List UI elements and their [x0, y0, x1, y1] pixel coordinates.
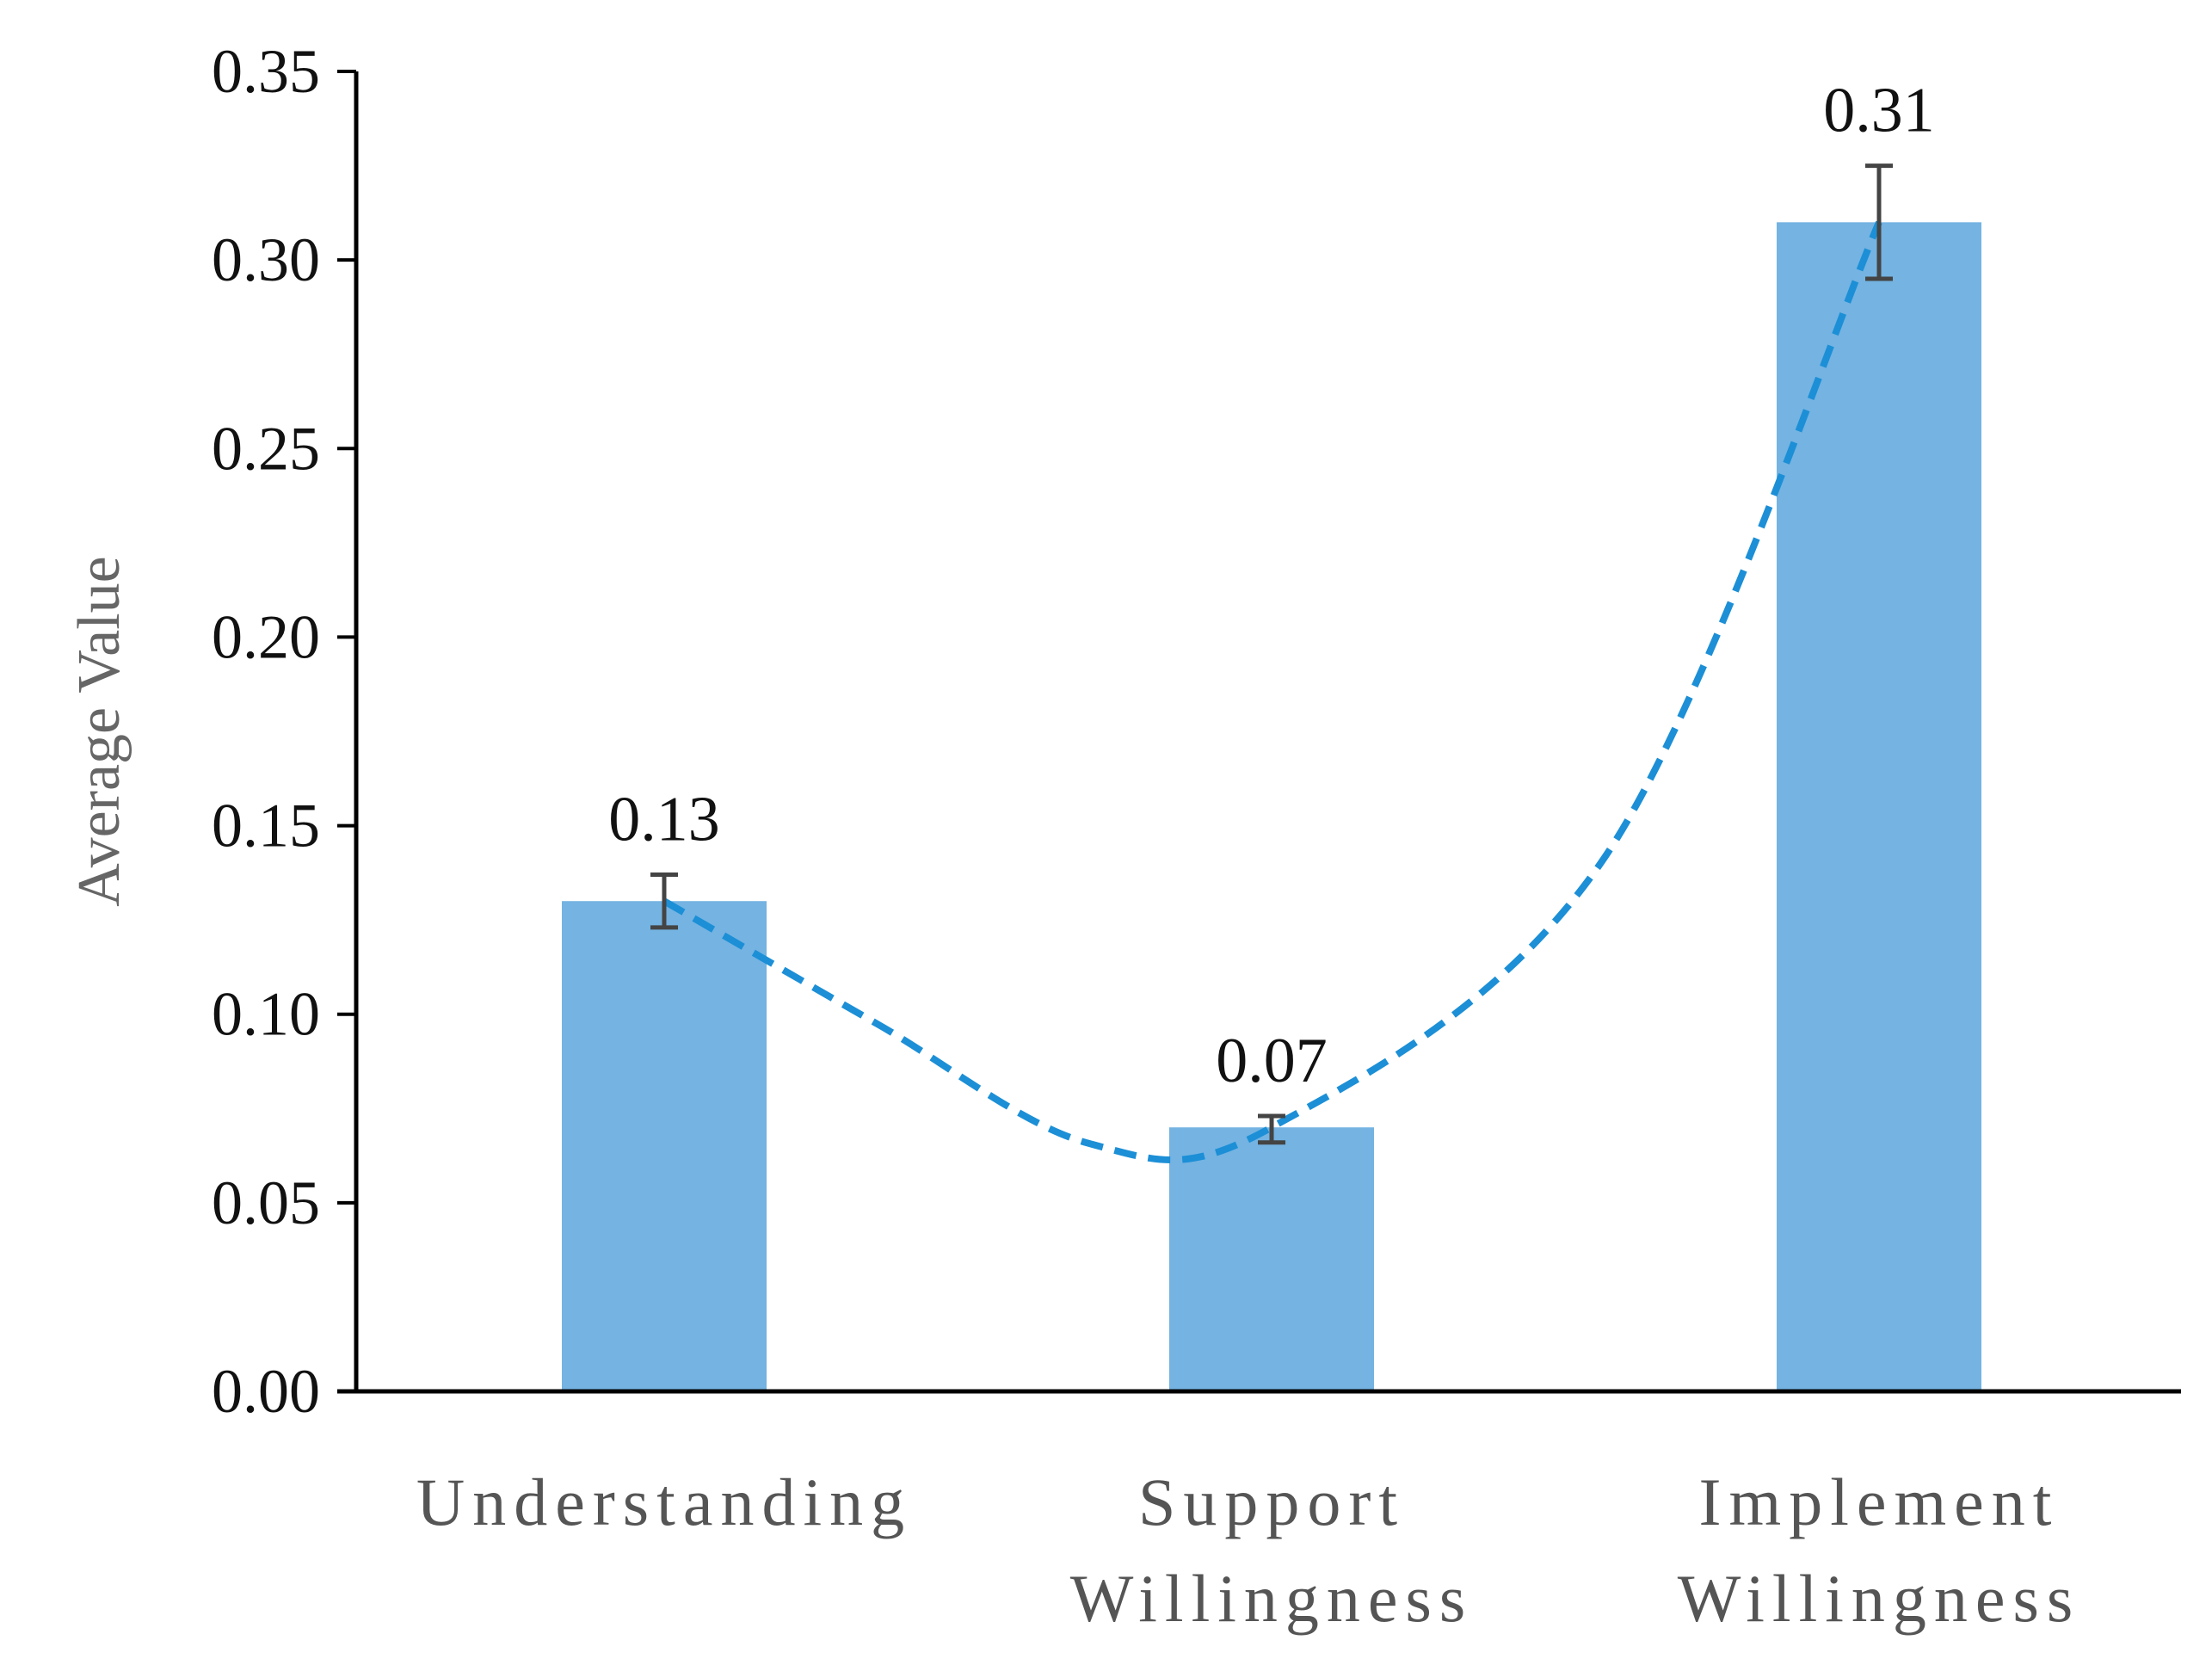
- error-bars: [650, 163, 1893, 1145]
- y-tick-label: 0.15: [212, 792, 320, 860]
- bar: [1169, 1127, 1374, 1391]
- y-axis-ticks: 0.00 0.05 0.10 0.15 0.20 0.25 0.30 0.35: [212, 37, 356, 1426]
- y-tick-label: 0.20: [212, 602, 320, 671]
- y-tick-label: 0.25: [212, 414, 320, 483]
- y-axis-title: Average Value: [66, 556, 132, 907]
- y-tick-label: 0.35: [212, 37, 320, 106]
- x-category-label: Support: [1138, 1464, 1405, 1539]
- bar: [562, 901, 767, 1391]
- data-labels: 0.13 0.07 0.31: [608, 76, 1935, 1096]
- bars: [562, 222, 1981, 1391]
- data-label: 0.13: [608, 785, 720, 855]
- axes: [337, 71, 2181, 1394]
- y-tick-label: 0.00: [212, 1357, 320, 1426]
- y-tick-label: 0.30: [212, 225, 320, 294]
- y-tick-label: 0.05: [212, 1168, 320, 1237]
- trendline: [662, 220, 1882, 1164]
- x-axis-labels: Understanding Support Willingness Implement…: [416, 1464, 2081, 1636]
- y-tick-label: 0.10: [212, 980, 320, 1049]
- x-category-label: Willingness: [1070, 1561, 1474, 1636]
- x-category-label: Willingness: [1678, 1561, 2081, 1636]
- bar: [1777, 222, 1981, 1391]
- data-label: 0.07: [1216, 1026, 1328, 1096]
- data-label: 0.31: [1823, 76, 1935, 146]
- x-category-label: Implement: [1699, 1464, 2060, 1539]
- x-category-label: Understanding: [416, 1464, 912, 1539]
